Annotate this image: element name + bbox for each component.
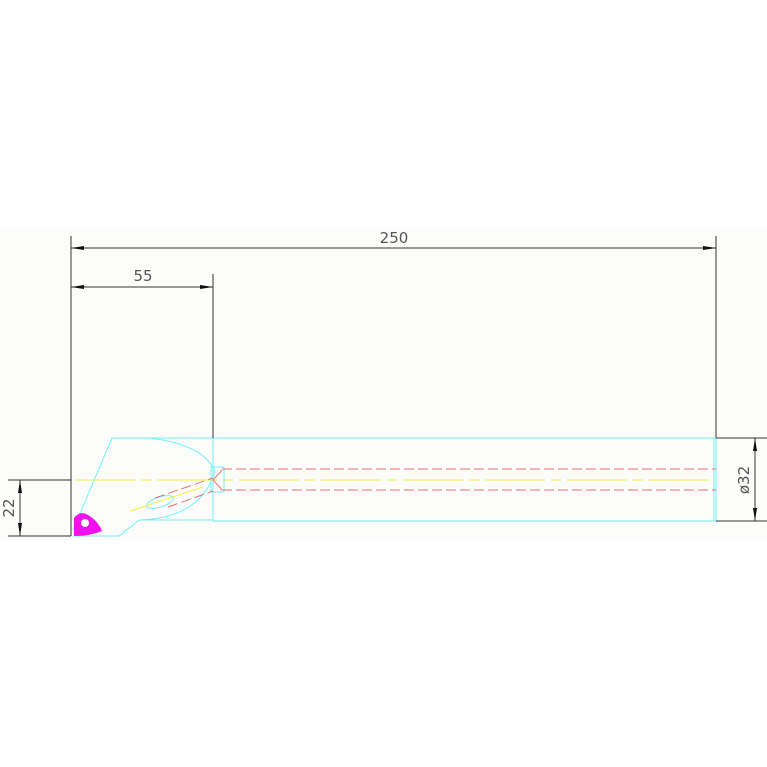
dim-55-label: 55: [133, 267, 152, 285]
head-top-edge: [72, 437, 213, 531]
bore-cone: [212, 469, 223, 491]
coolant-axis-line: [129, 486, 204, 512]
arrowheads: [18, 246, 757, 536]
insert-hole: [81, 519, 89, 527]
insert: [74, 513, 102, 536]
drawing-area: [0, 228, 767, 540]
head-bottom-edge: [73, 519, 213, 537]
coolant-hidden-top: [154, 477, 214, 499]
head-arc: [139, 437, 216, 521]
dim-32-label: ø32: [735, 466, 753, 494]
dim-22-label: 22: [0, 498, 18, 517]
coolant-hidden-bottom: [167, 490, 214, 508]
hidden-lines: [154, 468, 716, 508]
dim-250-label: 250: [380, 229, 409, 247]
